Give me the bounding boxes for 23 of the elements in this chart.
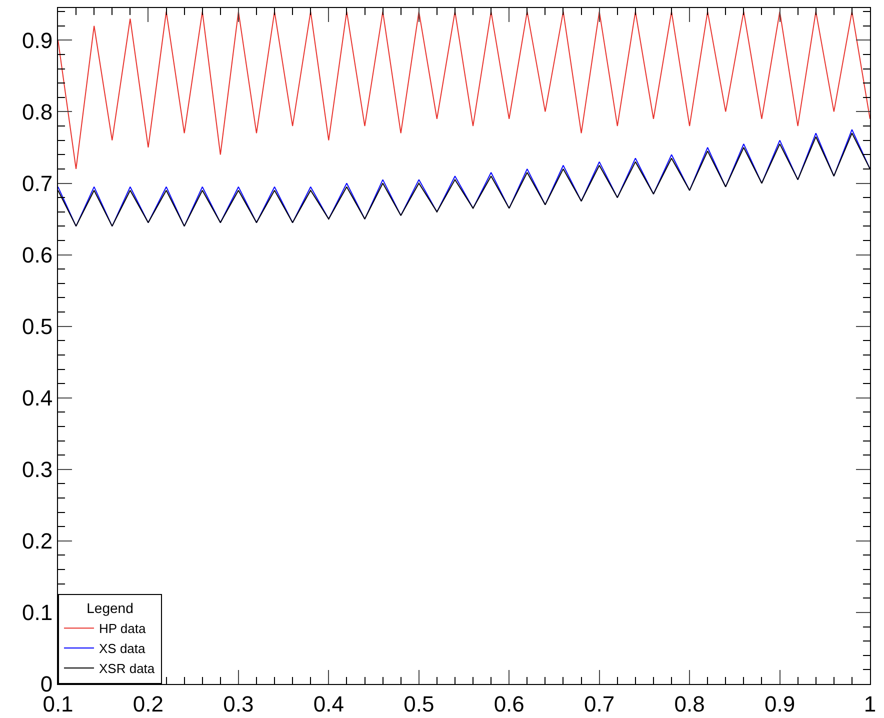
y-tick-label: 0.7: [22, 170, 53, 196]
y-tick-label: 0.3: [22, 457, 53, 482]
y-tick-label: 0.9: [22, 28, 53, 53]
legend-label: HP data: [99, 621, 147, 636]
x-tick-label: 0.5: [404, 691, 434, 716]
legend-label: XS data: [99, 641, 146, 656]
line-series: [58, 11, 870, 170]
legend-title: Legend: [86, 600, 134, 616]
y-tick-label: 0.6: [22, 242, 53, 268]
legend-label: XSR data: [99, 661, 156, 676]
y-tick-label: 0.5: [22, 314, 53, 340]
y-tick-label: 0.8: [22, 99, 53, 124]
y-tick-label: 0.4: [22, 386, 53, 411]
y-tick-label: 0.1: [22, 600, 53, 626]
x-tick-label: 0.9: [764, 691, 796, 716]
x-tick-label: 0.7: [584, 691, 615, 716]
x-tick-label: 0.8: [674, 691, 705, 716]
x-tick-label: 1: [864, 691, 876, 716]
x-tick-label: 0.2: [132, 691, 164, 716]
x-tick-label: 0.4: [313, 691, 344, 716]
x-tick-label: 0.3: [223, 691, 254, 716]
y-tick-label: 0.2: [22, 528, 53, 554]
x-tick-label: 0.6: [494, 691, 524, 716]
